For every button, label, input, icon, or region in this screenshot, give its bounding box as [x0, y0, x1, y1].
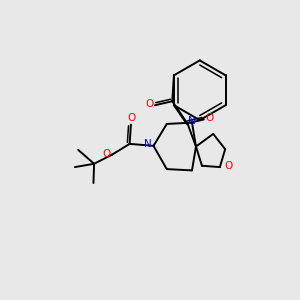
Text: O: O	[224, 161, 232, 171]
Text: O: O	[102, 149, 110, 159]
Text: N: N	[188, 116, 196, 126]
Text: O: O	[145, 99, 153, 109]
Text: N: N	[144, 139, 152, 149]
Text: O: O	[206, 113, 214, 123]
Text: O: O	[128, 113, 136, 123]
